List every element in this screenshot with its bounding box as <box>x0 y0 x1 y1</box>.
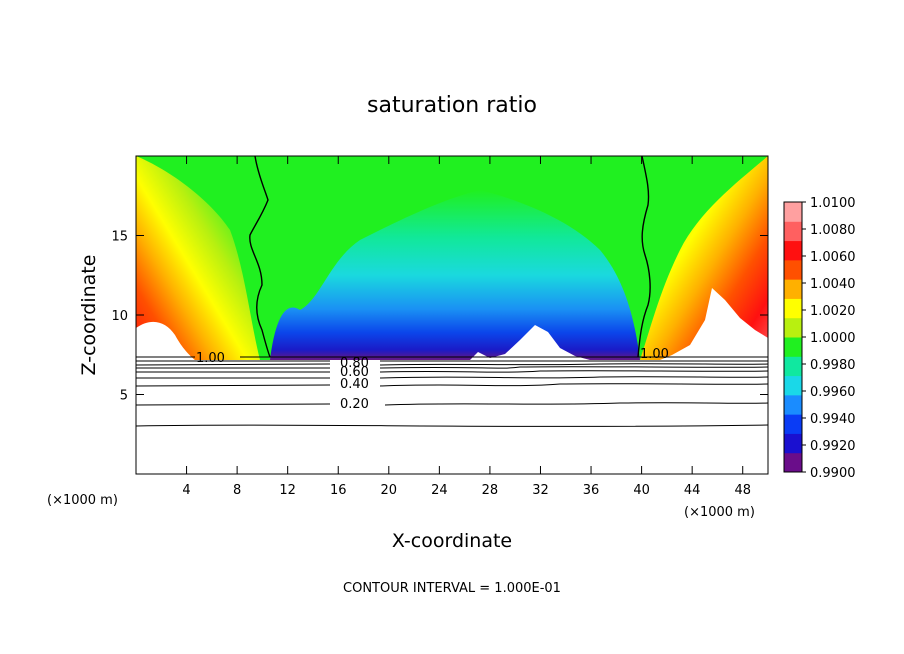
colorbar-label: 1.0040 <box>810 277 856 292</box>
x-tick-label: 32 <box>532 483 549 498</box>
x-axis-ticks: 4 8 12 16 20 24 28 32 36 40 44 48 <box>182 156 751 498</box>
field-right-cloud-free-white <box>660 288 768 360</box>
colorbar-label: 0.9980 <box>810 358 856 373</box>
colorbar-swatch <box>784 202 802 222</box>
x-tick-label: 36 <box>583 483 600 498</box>
colorbar: 1.0100 1.0080 1.0060 1.0040 1.0020 1.0000 0.99… <box>783 196 856 481</box>
field-center-cloud-free-white <box>470 325 590 360</box>
colorbar-label: 1.0060 <box>810 250 856 265</box>
x-tick-label: 4 <box>182 483 190 498</box>
y-axis-title: Z-coordinate <box>78 255 100 376</box>
field-right-plume <box>640 156 768 360</box>
colorbar-label: 0.9900 <box>810 466 856 481</box>
colorbar-label: 1.0080 <box>810 223 856 238</box>
x-unit-right: (×1000 m) <box>684 505 755 520</box>
colorbar-swatch <box>784 452 802 473</box>
x-tick-label: 28 <box>482 483 499 498</box>
contour-line-right-1.00 <box>637 156 651 358</box>
colorbar-swatch <box>784 356 802 377</box>
lower-unsaturated-region <box>136 360 768 474</box>
colorbar-swatch <box>784 414 802 434</box>
contour-label-0.20: 0.20 <box>340 397 369 412</box>
colorbar-label: 1.0100 <box>810 196 856 211</box>
contour-label-right-1.00: 1.00 <box>640 347 669 362</box>
field-left-cloud-free-white <box>136 321 195 360</box>
x-tick-label: 16 <box>330 483 347 498</box>
colorbar-label: 0.9960 <box>810 385 856 400</box>
x-tick-label: 40 <box>633 483 650 498</box>
plot-area <box>136 156 768 474</box>
contour-lines-lower <box>135 356 769 427</box>
colorbar-swatch <box>784 221 802 242</box>
colorbar-label: 1.0000 <box>810 331 856 346</box>
x-axis-title: X-coordinate <box>392 530 512 552</box>
x-tick-label: 48 <box>734 483 751 498</box>
colorbar-swatch <box>784 337 802 357</box>
colorbar-swatch <box>784 298 802 319</box>
contour-interval-footer: CONTOUR INTERVAL = 1.000E-01 <box>343 581 561 596</box>
colorbar-swatch <box>784 394 802 415</box>
x-unit-left: (×1000 m) <box>47 493 118 508</box>
contour-label-left-1.00: 1.00 <box>196 351 225 366</box>
colorbar-swatch <box>784 375 802 396</box>
y-tick-label: 5 <box>120 389 128 404</box>
field-center-dry-region <box>270 190 640 360</box>
x-tick-label: 24 <box>431 483 448 498</box>
x-tick-label: 8 <box>233 483 241 498</box>
chart-title: saturation ratio <box>367 93 537 118</box>
contour-label-0.60: 0.60 <box>340 365 369 380</box>
x-tick-label: 44 <box>684 483 701 498</box>
colorbar-label: 0.9940 <box>810 412 856 427</box>
colorbar-swatch <box>784 240 802 261</box>
x-tick-label: 12 <box>279 483 296 498</box>
colorbar-swatch <box>784 317 802 338</box>
colorbar-swatch <box>784 433 802 454</box>
colorbar-label: 1.0020 <box>810 304 856 319</box>
field-left-plume <box>136 156 260 360</box>
colorbar-swatch <box>784 279 802 299</box>
y-tick-label: 15 <box>111 230 128 245</box>
colorbar-label: 0.9920 <box>810 439 856 454</box>
y-tick-label: 10 <box>111 309 128 324</box>
contour-label-0.80: 0.80 <box>340 356 369 371</box>
contour-line-left-1.00 <box>249 156 271 358</box>
contour-label-0.40: 0.40 <box>340 377 369 392</box>
colorbar-swatch <box>784 259 802 280</box>
y-axis-ticks: 5 10 15 <box>111 230 768 404</box>
x-tick-label: 20 <box>381 483 398 498</box>
